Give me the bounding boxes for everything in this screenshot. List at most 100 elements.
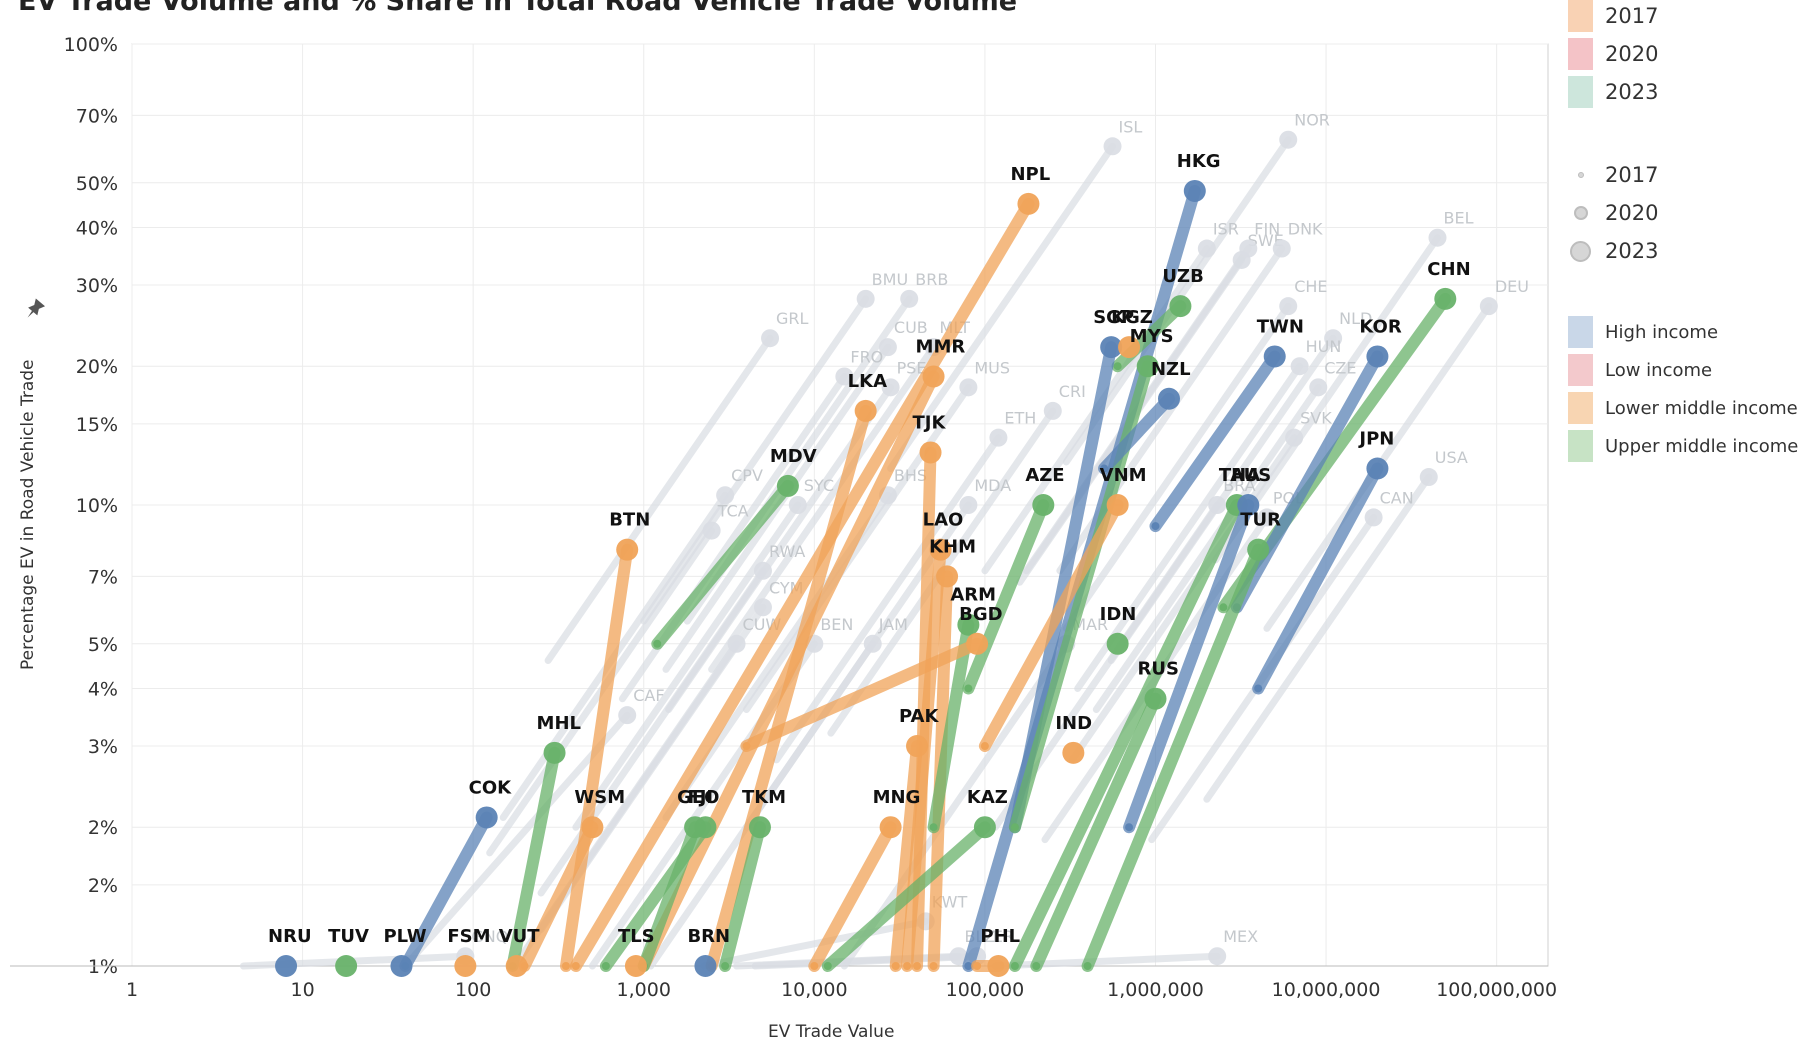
label-dnk: DNK — [1288, 220, 1323, 239]
point-2017-tjk — [913, 962, 922, 970]
point-2023-kor — [1366, 345, 1389, 368]
legend-size-2017[interactable]: 2017 — [1568, 163, 1658, 187]
legend-item-lower-middle-income[interactable]: Lower middle income — [1568, 392, 1798, 424]
legend-size-2020[interactable]: 2020 — [1568, 201, 1658, 225]
point-svk — [1285, 428, 1304, 447]
label-btn: BTN — [609, 510, 650, 531]
label-mhl: MHL — [537, 713, 581, 734]
point-2017-npl — [571, 962, 580, 970]
label-tur: TUR — [1240, 510, 1281, 531]
legend-label: 2023 — [1605, 80, 1659, 104]
point-2017-twn — [1151, 522, 1160, 531]
point-2017-phl — [973, 962, 982, 970]
legend-item-high-income[interactable]: High income — [1568, 316, 1718, 348]
trail-grl — [544, 334, 774, 664]
legend-label: 2020 — [1605, 201, 1659, 225]
pin-icon[interactable] — [22, 298, 46, 326]
trail-jpn — [1252, 462, 1384, 695]
point-2017-chn — [1219, 603, 1228, 612]
point-2023-npl — [1017, 192, 1040, 215]
legend-label: 2017 — [1605, 4, 1659, 28]
label-khm: KHM — [929, 536, 976, 557]
size-dot — [1573, 206, 1588, 220]
label-rwa: RWA — [769, 542, 805, 561]
label-hkg: HKG — [1177, 151, 1221, 172]
point-2023-brn — [694, 955, 717, 977]
legend-item-2020[interactable]: 2020 — [1568, 38, 1658, 70]
label-mex: MEX — [1223, 927, 1258, 946]
trail-tkm — [719, 821, 766, 972]
point-2023-jpn — [1366, 457, 1389, 480]
point-nor — [1279, 130, 1298, 149]
point-2023-vnm — [1106, 494, 1129, 516]
label-vnm: VNM — [1100, 465, 1147, 486]
point-cuw — [727, 634, 746, 653]
label-rus: RUS — [1137, 659, 1178, 680]
point-2023-mng — [879, 816, 902, 839]
trail-eth — [772, 434, 1002, 764]
label-cpv: CPV — [731, 466, 763, 485]
point-2023-idn — [1106, 632, 1129, 655]
legend-item-low-income[interactable]: Low income — [1568, 354, 1712, 386]
label-aze: AZE — [1025, 465, 1064, 486]
label-che: CHE — [1294, 277, 1327, 296]
label-tjk: TJK — [913, 412, 947, 433]
y-tick-label: 70% — [76, 105, 118, 127]
point-2017-tha — [1010, 962, 1019, 970]
label-mng: MNG — [873, 787, 921, 808]
trail-arm — [927, 618, 975, 834]
point-2023-chn — [1434, 287, 1457, 310]
label-fsm: FSM — [447, 926, 490, 947]
label-pse: PSE — [897, 358, 927, 377]
point-2017-btn — [561, 962, 570, 970]
legend-swatch — [1568, 430, 1593, 462]
label-kaz: KAZ — [967, 787, 1008, 808]
trail-mhl — [506, 746, 561, 972]
label-bra: BRA — [1223, 476, 1255, 495]
point-fro — [835, 367, 854, 386]
size-dot — [1570, 240, 1591, 262]
label-bmu: BMU — [872, 270, 909, 289]
point-cze — [1309, 378, 1328, 397]
trail-syc — [572, 501, 802, 831]
point-2017-uzb — [1113, 362, 1122, 371]
legend-item-upper-middle-income[interactable]: Upper middle income — [1568, 430, 1798, 462]
trail-svk — [1068, 434, 1298, 764]
y-tick-label: 2% — [88, 875, 118, 897]
label-brn: BRN — [687, 926, 730, 947]
label-isl: ISL — [1119, 117, 1143, 136]
point-2023-pak — [906, 735, 929, 758]
point-isr — [1197, 239, 1216, 258]
label-lao: LAO — [923, 510, 964, 531]
label-nld: NLD — [1339, 309, 1372, 328]
point-2017-mng — [810, 962, 819, 970]
point-2023-kaz — [973, 816, 996, 839]
legend-item-2023[interactable]: 2023 — [1568, 76, 1658, 108]
point-can — [1364, 508, 1383, 527]
y-tick-label: 7% — [88, 566, 118, 588]
label-nru: NRU — [268, 926, 312, 947]
point-2023-lka — [854, 399, 877, 422]
point-che — [1279, 297, 1298, 316]
x-tick-label: 10,000 — [781, 979, 847, 1001]
axes: 1 10 100 1,000 10,000 100,000 1,000,000 10,000,… — [10, 34, 1557, 1001]
label-mus: MUS — [974, 358, 1010, 377]
legend-swatch — [1568, 354, 1593, 386]
label-can: CAN — [1380, 488, 1414, 507]
point-2017-rus — [1032, 962, 1041, 970]
label-cze: CZE — [1324, 358, 1356, 377]
legend-size-2023[interactable]: 2023 — [1568, 239, 1658, 263]
y-tick-label: 100% — [64, 34, 118, 56]
point-2017-fji — [601, 962, 610, 970]
point-2017-aze — [964, 684, 973, 693]
legend-label: 2017 — [1605, 163, 1659, 187]
y-tick-label: 15% — [76, 414, 118, 436]
legend-item-2017[interactable]: 2017 — [1568, 0, 1658, 32]
point-2023-kgz — [1118, 336, 1141, 359]
label-svk: SVK — [1300, 409, 1332, 428]
legend-swatch — [1568, 392, 1593, 424]
legend-swatch — [1568, 38, 1593, 70]
label-deu: DEU — [1495, 277, 1529, 296]
point-2017-hkg — [964, 962, 973, 970]
